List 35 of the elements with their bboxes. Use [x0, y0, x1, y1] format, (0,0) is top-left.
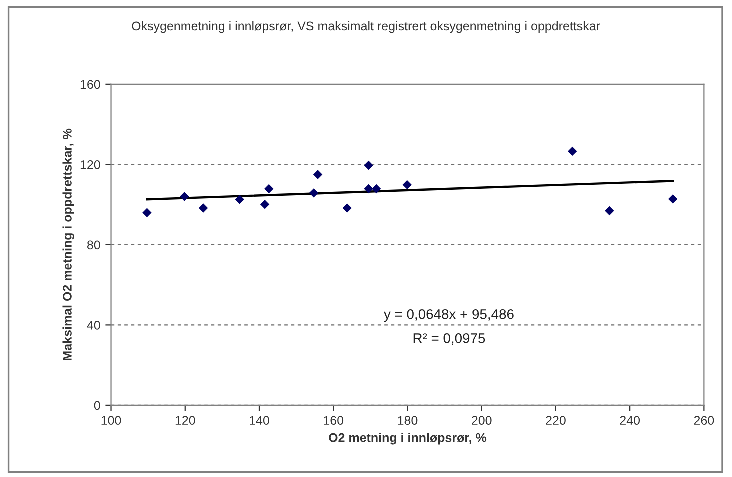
point: [142, 208, 152, 218]
annotation: R² = 0,0975: [414, 334, 486, 346]
y-tick-label: 40: [87, 320, 100, 330]
x-axis-title: O2 metning i innløpsrør, %: [329, 433, 487, 445]
point: [309, 188, 319, 198]
point: [668, 194, 678, 204]
x-tick-label: 120: [176, 416, 196, 426]
y-tick-label: 80: [87, 240, 100, 250]
x-tick-label: 160: [324, 416, 344, 426]
point: [568, 146, 578, 156]
x-tick-label: 220: [546, 416, 566, 426]
y-axis-title: Maksimal O2 metning i oppdrettskar, %: [62, 128, 74, 360]
point: [235, 194, 244, 204]
point: [260, 200, 270, 210]
point: [372, 184, 382, 194]
point: [342, 204, 352, 213]
x-tick-label: 180: [398, 416, 418, 426]
point: [180, 192, 190, 202]
point: [364, 160, 374, 170]
point: [364, 184, 374, 194]
y-tick-label: 120: [80, 160, 100, 170]
chart-title: Oksygenmetning i innløpsrør, VS maksimalt registrert oksygenmetning i oppdrettskar: [132, 21, 600, 34]
y-tick-label: 160: [80, 80, 100, 90]
x-tick-label: 200: [472, 416, 492, 426]
point: [264, 184, 274, 194]
annotation: y = 0,0648x + 95,486: [384, 309, 514, 322]
x-tick-label: 240: [620, 416, 640, 426]
y-tick-label: 0: [94, 401, 100, 410]
point: [605, 206, 614, 216]
x-tick-label: 260: [694, 416, 714, 426]
x-tick-label: 100: [102, 416, 122, 426]
point: [402, 180, 412, 190]
point: [198, 204, 208, 213]
point: [313, 170, 323, 180]
x-tick-label: 140: [250, 416, 270, 426]
